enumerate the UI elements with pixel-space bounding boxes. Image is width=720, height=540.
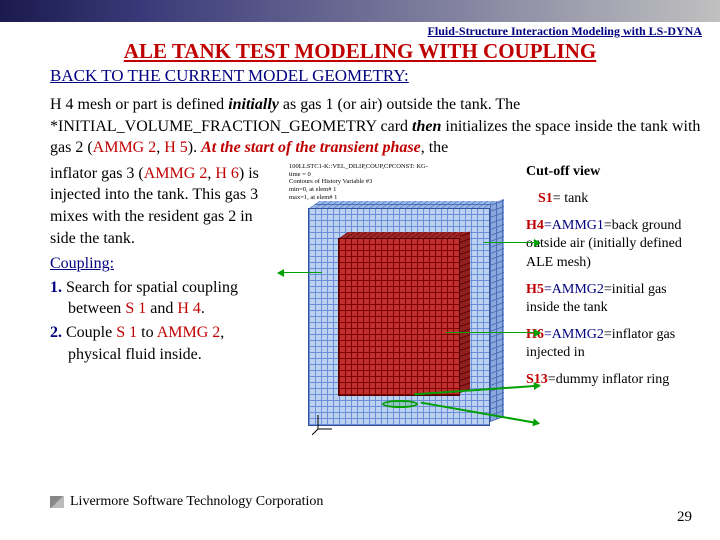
header-link: Fluid-Structure Interaction Modeling wit…: [0, 22, 720, 39]
text: Couple: [62, 324, 116, 341]
axes-icon: [312, 413, 336, 440]
inflator-ring: [382, 400, 418, 408]
coupling-heading: Coupling:: [50, 253, 275, 275]
arrow-h4: [484, 242, 540, 244]
ann-s1: S1= tank: [526, 190, 702, 208]
slide-title: ALE TANK TEST MODELING WITH COUPLING: [0, 39, 720, 66]
lbl2: =AMMG1: [544, 218, 604, 233]
arrow-h5: [446, 332, 540, 334]
text: inflator gas 3 (: [50, 165, 144, 182]
text-ammg2: AMMG 2: [157, 324, 221, 341]
inner-mesh-side: [460, 231, 470, 393]
text: , the: [421, 139, 449, 156]
left-text: inflator gas 3 (AMMG 2, H 6) is injected…: [50, 163, 275, 249]
ann-h6: H6=AMMG2=inflator gas injected in: [526, 326, 702, 362]
page-number: 29: [677, 509, 692, 526]
text-h6: H 6: [215, 165, 239, 182]
slide-subtitle: BACK TO THE CURRENT MODEL GEOMETRY:: [0, 66, 720, 94]
text-transient: At the start of the transient phase: [201, 139, 421, 156]
num: 1.: [50, 279, 62, 296]
annotation-column: Cut-off view S1= tank H4=AMMG1=back grou…: [526, 163, 702, 442]
chart-column: 100LLSTC1-K::VEL_DILIP,COUP,CPCONST: KG-…: [283, 163, 518, 442]
lbl: H5: [526, 282, 544, 297]
chart-caption: 100LLSTC1-K::VEL_DILIP,COUP,CPCONST: KG-…: [283, 163, 518, 202]
text-ammg2: AMMG 2: [93, 139, 157, 156]
text-s1: S 1: [125, 300, 146, 317]
lbl: H4: [526, 218, 544, 233]
cap-line: 100LLSTC1-K::VEL_DILIP,COUP,CPCONST: KG-: [289, 163, 518, 171]
text-italic: initially: [228, 96, 279, 113]
ann-h4: H4=AMMG1=back ground outside air (initia…: [526, 217, 702, 272]
cap-line: min=0, at elem# 1: [289, 186, 518, 194]
coupling-item-1: 1. Search for spatial coupling between S…: [68, 277, 275, 320]
lbl2: =AMMG2: [544, 327, 604, 342]
text-h5: H 5: [164, 139, 188, 156]
footer: Livermore Software Technology Corporatio…: [50, 494, 323, 510]
cap-line: Contours of History Variable #3: [289, 178, 518, 186]
lbl: S1: [538, 191, 553, 206]
num: 2.: [50, 324, 62, 341]
text-h4: H 4: [177, 300, 201, 317]
inner-mesh-front: [338, 238, 460, 396]
left-column: inflator gas 3 (AMMG 2, H 6) is injected…: [50, 163, 275, 442]
columns: inflator gas 3 (AMMG 2, H 6) is injected…: [50, 163, 702, 442]
text: = tank: [553, 191, 589, 206]
coupling-item-2: 2. Couple S 1 to AMMG 2, physical fluid …: [68, 322, 275, 365]
mesh-chart: [296, 204, 506, 442]
text-ammg2: AMMG 2: [144, 165, 208, 182]
text: to: [137, 324, 157, 341]
footer-org: Livermore Software Technology Corporatio…: [70, 494, 323, 510]
text: .: [201, 300, 205, 317]
ann-h5: H5=AMMG2=initial gas inside the tank: [526, 281, 702, 317]
lbl2: =AMMG2: [544, 282, 604, 297]
text: =dummy inflator ring: [548, 372, 669, 387]
intro-paragraph: H 4 mesh or part is defined initially as…: [50, 94, 702, 159]
content-area: H 4 mesh or part is defined initially as…: [0, 94, 720, 442]
text: ,: [207, 165, 211, 182]
ann-s13: S13=dummy inflator ring: [526, 371, 702, 389]
ann-cutoff: Cut-off view: [526, 163, 702, 181]
text-italic: then: [412, 118, 441, 135]
cap-line: time = 0: [289, 171, 518, 179]
top-gradient-bar: [0, 0, 720, 22]
text: and: [146, 300, 177, 317]
text: H 4 mesh or part is defined: [50, 96, 228, 113]
text: ).: [188, 139, 201, 156]
arrow-s1: [278, 272, 322, 274]
text-s1: S 1: [116, 324, 137, 341]
logo-icon: [50, 496, 64, 508]
